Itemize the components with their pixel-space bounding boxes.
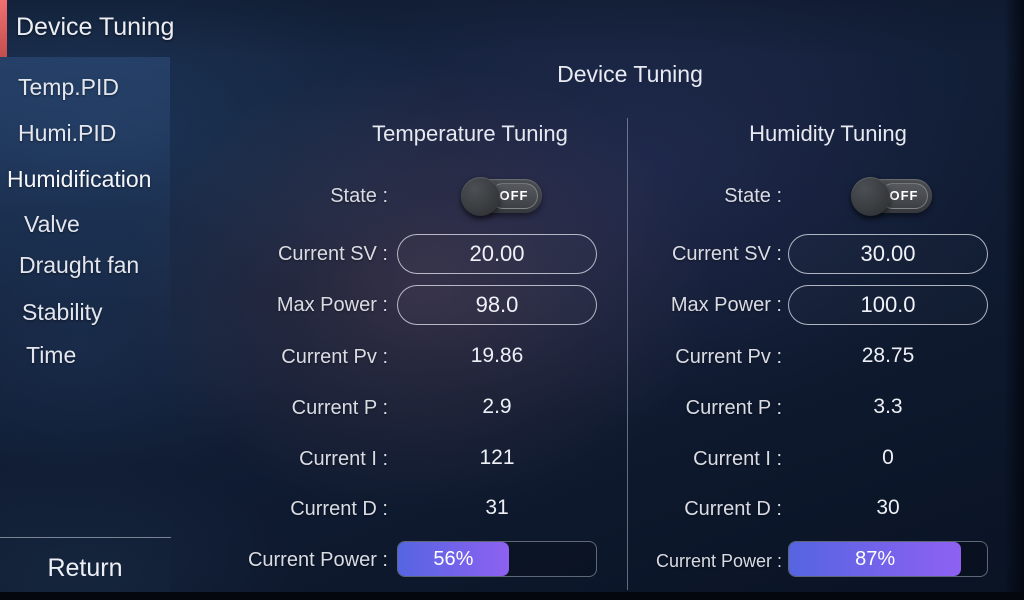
temp-power-progress-fill: 56%: [398, 542, 509, 576]
humi-current-pv-label: Current Pv :: [675, 346, 782, 368]
sidebar-item-temp-pid[interactable]: Temp.PID: [18, 74, 119, 100]
sidebar-item-draught-fan[interactable]: Draught fan: [19, 252, 140, 278]
humi-state-toggle[interactable]: OFF: [851, 177, 932, 216]
humi-current-power-label: Current Power :: [655, 551, 782, 571]
temp-max-power-label: Max Power :: [276, 294, 388, 316]
bottom-edge-strip: [0, 592, 1024, 600]
temp-max-power-input[interactable]: 98.0: [397, 285, 597, 325]
humi-state-label: State :: [724, 185, 782, 207]
temp-toggle-knob: [461, 177, 500, 216]
sidebar-item-stability[interactable]: Stability: [22, 299, 103, 325]
sidebar-item-time[interactable]: Time: [26, 342, 77, 368]
temp-current-d-label: Current D :: [290, 498, 388, 520]
temp-power-percent: 56%: [433, 547, 474, 570]
humi-toggle-knob: [851, 177, 890, 216]
temp-state-toggle[interactable]: OFF: [461, 177, 542, 216]
temp-current-sv-label: Current SV :: [277, 243, 388, 265]
sidebar: Temp.PID Humi.PID Humidification Valve D…: [0, 57, 171, 600]
humi-power-progress-fill: 87%: [789, 542, 962, 576]
temp-current-power-label: Current Power :: [247, 549, 388, 571]
header-shade: [0, 0, 1024, 57]
accent-bar: [0, 0, 7, 57]
column-divider: [627, 118, 628, 590]
temp-current-i-label: Current I :: [299, 448, 388, 470]
humi-power-progress-bar: 87%: [788, 541, 988, 577]
humi-current-pv-value: 28.75: [861, 344, 915, 367]
humi-current-i-value: 0: [882, 446, 894, 469]
return-divider: [0, 537, 171, 538]
humi-max-power-input[interactable]: 100.0: [788, 285, 988, 325]
humi-max-power-label: Max Power :: [670, 294, 782, 316]
temp-current-pv-label: Current Pv :: [281, 346, 388, 368]
temp-power-progress-bar: 56%: [397, 541, 597, 577]
humi-power-percent: 87%: [855, 547, 896, 570]
temp-current-p-value: 2.9: [482, 395, 512, 418]
humi-current-d-value: 30: [876, 496, 900, 519]
humi-current-p-value: 3.3: [873, 395, 903, 418]
main-title: Device Tuning: [557, 61, 703, 87]
humi-current-sv-input[interactable]: 30.00: [788, 234, 988, 274]
sidebar-item-humidification[interactable]: Humidification: [7, 166, 152, 192]
right-edge-shade: [1004, 0, 1024, 600]
temp-current-pv-value: 19.86: [470, 344, 524, 367]
humi-current-sv-label: Current SV :: [671, 243, 782, 265]
temp-current-d-value: 31: [485, 496, 509, 519]
humi-current-i-label: Current I :: [693, 448, 782, 470]
sidebar-item-valve[interactable]: Valve: [24, 211, 80, 237]
humi-current-p-label: Current P :: [685, 397, 782, 419]
humidity-column-title: Humidity Tuning: [749, 121, 907, 146]
temperature-column-title: Temperature Tuning: [372, 121, 568, 146]
sidebar-item-humi-pid[interactable]: Humi.PID: [18, 120, 117, 146]
return-button[interactable]: Return: [47, 554, 123, 582]
temp-current-p-label: Current P :: [291, 397, 388, 419]
page-title: Device Tuning: [16, 13, 175, 41]
humi-current-d-label: Current D :: [684, 498, 782, 520]
temp-state-label: State :: [330, 185, 388, 207]
temp-current-i-value: 121: [479, 446, 515, 469]
temp-current-sv-input[interactable]: 20.00: [397, 234, 597, 274]
